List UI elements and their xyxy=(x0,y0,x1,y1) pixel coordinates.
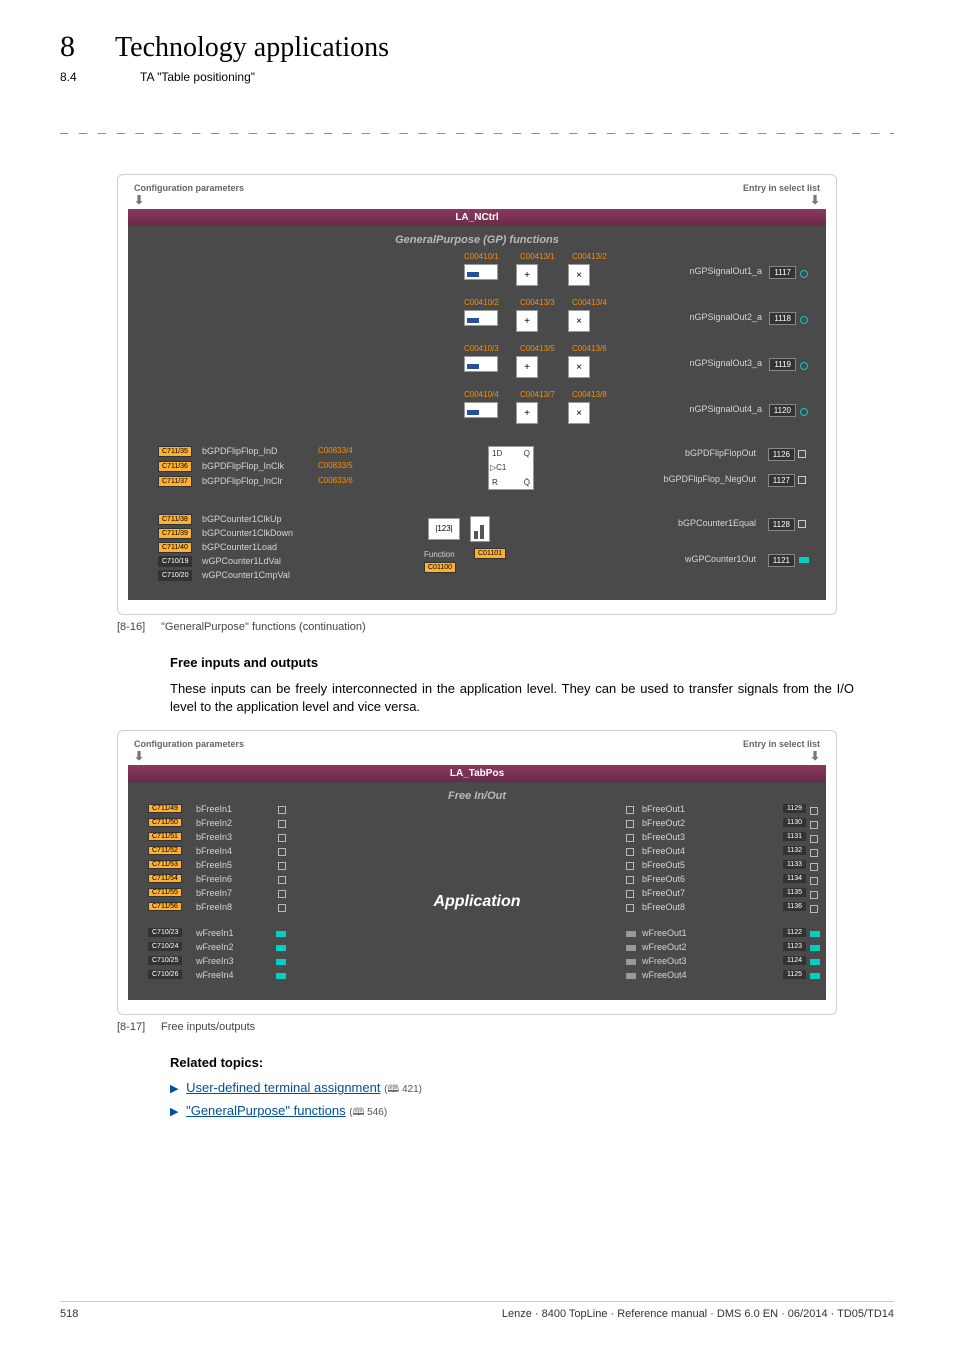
counter-in-port: C711/38 xyxy=(158,514,192,525)
free-bin-row: C711/51 bFreeIn3 xyxy=(148,832,328,846)
ff-out-label: bGPDFlipFlopOut xyxy=(685,448,756,458)
ff-in-code: C00833/6 xyxy=(318,476,353,485)
func-code2: C01101 xyxy=(474,548,506,559)
counter-in-port: C711/40 xyxy=(158,542,192,553)
chapter-title: Technology applications xyxy=(115,32,389,64)
counter-out-port: 1128 xyxy=(768,518,795,531)
page-ref: (🕮 546) xyxy=(349,1107,387,1118)
free-bin-row: C711/54 bFreeIn6 xyxy=(148,874,328,888)
free-win-row: C710/25 wFreeIn3 xyxy=(148,956,328,970)
ff-in-port: C711/35 xyxy=(158,446,192,457)
gp-signal-row: C00410/3 C00413/5 C00413/6 + × nGPSignal… xyxy=(128,344,826,390)
diagram-gp-functions: Configuration parameters⬇ Entry in selec… xyxy=(117,174,837,615)
config-params-label: Configuration parameters⬇ xyxy=(134,739,244,763)
related-topics-list: ▶ User-defined terminal assignment (🕮 42… xyxy=(170,1080,894,1122)
ff-out-label: bGPDFlipFlop_NegOut xyxy=(663,474,756,484)
free-io-paragraph: These inputs can be freely interconnecte… xyxy=(170,680,854,716)
bullet-icon: ▶ xyxy=(170,1106,178,1118)
chapter-number: 8 xyxy=(60,30,75,64)
free-bout-row: bFreeOut5 1133 xyxy=(626,860,806,874)
counter-in-port: C710/19 xyxy=(158,556,192,567)
counter-in-label: wGPCounter1CmpVal xyxy=(202,570,290,580)
gp-signal-row: C00410/1 C00413/1 C00413/2 + × nGPSignal… xyxy=(128,252,826,298)
free-bout-row: bFreeOut8 1136 xyxy=(626,902,806,916)
flipflop-section: C711/35 bGPDFlipFlop_InD C00833/4 C711/36… xyxy=(128,442,826,498)
free-bin-row: C711/49 bFreeIn1 xyxy=(148,804,328,818)
related-topic-link[interactable]: User-defined terminal assignment xyxy=(186,1080,380,1095)
entry-select-label: Entry in select list⬇ xyxy=(743,183,820,207)
gp-signal-row: C00410/2 C00413/3 C00413/4 + × nGPSignal… xyxy=(128,298,826,344)
related-topics-heading: Related topics: xyxy=(170,1055,894,1070)
free-bin-row: C711/50 bFreeIn2 xyxy=(148,818,328,832)
function-label: Function xyxy=(424,550,455,559)
free-wout-row: wFreeOut4 1125 xyxy=(626,970,806,984)
counter-section: C711/38 bGPCounter1ClkUp C711/39 bGPCount… xyxy=(128,512,826,596)
bullet-icon: ▶ xyxy=(170,1083,178,1095)
ff-out-port: 1127 xyxy=(768,474,795,487)
related-topic-link[interactable]: "GeneralPurpose" functions xyxy=(186,1103,346,1118)
divider-dashes: _ _ _ _ _ _ _ _ _ _ _ _ _ _ _ _ _ _ _ _ … xyxy=(60,118,894,134)
ff-in-port: C711/36 xyxy=(158,461,192,472)
free-bout-row: bFreeOut1 1129 xyxy=(626,804,806,818)
diagram-free-io: Configuration parameters⬇ Entry in selec… xyxy=(117,730,837,1015)
counter-in-label: bGPCounter1Load xyxy=(202,542,277,552)
related-topic-item: ▶ "GeneralPurpose" functions (🕮 546) xyxy=(170,1103,894,1122)
gp-signal-row: C00410/4 C00413/7 C00413/8 + × nGPSignal… xyxy=(128,390,826,436)
free-bin-row: C711/52 bFreeIn4 xyxy=(148,846,328,860)
free-bout-row: bFreeOut2 1130 xyxy=(626,818,806,832)
footer-text: Lenze · 8400 TopLine · Reference manual … xyxy=(502,1308,894,1320)
counter-in-label: wGPCounter1LdVal xyxy=(202,556,281,566)
free-bout-row: bFreeOut7 1135 xyxy=(626,888,806,902)
gp-panel: GeneralPurpose (GP) functions C00410/1 C… xyxy=(128,226,826,600)
ff-in-label: bGPDFlipFlop_InClk xyxy=(202,461,284,471)
config-params-label: Configuration parameters⬇ xyxy=(134,183,244,207)
ff-in-code: C00833/5 xyxy=(318,461,353,470)
gp-subtitle: GeneralPurpose (GP) functions xyxy=(128,232,826,252)
free-bin-row: C711/53 bFreeIn5 xyxy=(148,860,328,874)
free-win-row: C710/23 wFreeIn1 xyxy=(148,928,328,942)
flipflop-box: 1D Q ▷C1 R Q̄ xyxy=(488,446,534,490)
related-topic-item: ▶ User-defined terminal assignment (🕮 42… xyxy=(170,1080,894,1099)
free-win-row: C710/24 wFreeIn2 xyxy=(148,942,328,956)
figure-caption-1: [8-16]"GeneralPurpose" functions (contin… xyxy=(117,621,837,633)
counter-display: |123| xyxy=(428,518,460,540)
ff-out-port: 1126 xyxy=(768,448,795,461)
entry-select-label: Entry in select list⬇ xyxy=(743,739,820,763)
counter-in-port: C710/20 xyxy=(158,570,192,581)
free-wout-row: wFreeOut2 1123 xyxy=(626,942,806,956)
func-code1: C01100 xyxy=(424,562,456,573)
free-bout-row: bFreeOut4 1132 xyxy=(626,846,806,860)
ff-in-port: C711/37 xyxy=(158,476,192,487)
figure-caption-2: [8-17]Free inputs/outputs xyxy=(117,1021,837,1033)
ff-in-code: C00833/4 xyxy=(318,446,353,455)
page-number: 518 xyxy=(60,1308,78,1320)
free-bout-row: bFreeOut3 1131 xyxy=(626,832,806,846)
page-ref: (🕮 421) xyxy=(384,1084,422,1095)
counter-bar-icon xyxy=(470,516,490,542)
counter-out-label: bGPCounter1Equal xyxy=(678,518,756,528)
free-wout-row: wFreeOut3 1124 xyxy=(626,956,806,970)
ff-in-label: bGPDFlipFlop_InClr xyxy=(202,476,283,486)
free-wout-row: wFreeOut1 1122 xyxy=(626,928,806,942)
page-footer: 518 Lenze · 8400 TopLine · Reference man… xyxy=(60,1301,894,1320)
ff-in-label: bGPDFlipFlop_InD xyxy=(202,446,278,456)
page-header: 8 Technology applications 8.4 TA "Table … xyxy=(60,30,894,84)
free-io-heading: Free inputs and outputs xyxy=(170,655,894,670)
section-number: 8.4 xyxy=(60,70,100,84)
free-win-row: C710/26 wFreeIn4 xyxy=(148,970,328,984)
section-title: TA "Table positioning" xyxy=(140,70,255,84)
block-title-bar: LA_NCtrl xyxy=(128,209,826,226)
counter-out-port: 1121 xyxy=(768,554,795,567)
free-bout-row: bFreeOut6 1134 xyxy=(626,874,806,888)
free-bin-row: C711/55 bFreeIn7 xyxy=(148,888,328,902)
counter-out-label: wGPCounter1Out xyxy=(685,554,756,564)
counter-in-port: C711/39 xyxy=(158,528,192,539)
free-io-panel: Free In/Out Application C711/49 bFreeIn1… xyxy=(128,782,826,1000)
free-bin-row: C711/56 bFreeIn8 xyxy=(148,902,328,916)
counter-in-label: bGPCounter1ClkUp xyxy=(202,514,282,524)
block-title-bar: LA_TabPos xyxy=(128,765,826,782)
counter-in-label: bGPCounter1ClkDown xyxy=(202,528,293,538)
